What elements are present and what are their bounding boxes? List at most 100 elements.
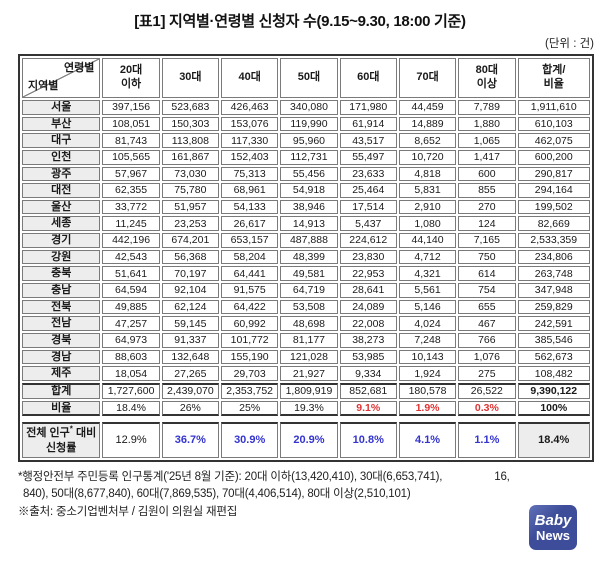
- footnote: *행정안전부 주민등록 인구통계('25년 8월 기준): 20대 이하(13,…: [18, 469, 596, 521]
- value-cell: 47,257: [102, 316, 160, 331]
- value-cell: 4,321: [398, 266, 457, 282]
- value-cell: 28,641: [339, 283, 397, 298]
- value-cell: 4,024: [398, 316, 457, 331]
- total-cell: 26,522: [458, 382, 516, 399]
- corner-cell: 연령별 지역별: [22, 58, 101, 98]
- region-row: 서울 397,156 523,683 426,463 340,080 171,980 44,…: [22, 100, 590, 115]
- value-cell: 105,565: [102, 149, 160, 165]
- value-cell: 17,514: [339, 199, 397, 215]
- value-cell: 55,456: [280, 166, 338, 182]
- total-cell: 852,681: [339, 382, 397, 399]
- ratio-cell: 1.9%: [398, 400, 457, 417]
- footnote-line-2: 840), 50대(8,677,840), 60대(7,869,535), 70…: [23, 488, 411, 501]
- spacer-row: [22, 418, 590, 420]
- value-cell: 61,914: [339, 116, 397, 132]
- region-label: 충북: [22, 266, 101, 282]
- value-cell: 88,603: [102, 349, 160, 365]
- value-cell: 294,164: [517, 183, 590, 198]
- value-cell: 18,054: [102, 366, 160, 381]
- col-header: 합계/ 비율: [517, 58, 590, 98]
- value-cell: 57,967: [102, 166, 160, 182]
- value-cell: 1,911,610: [517, 100, 590, 115]
- value-cell: 49,581: [280, 266, 338, 282]
- value-cell: 73,030: [161, 166, 220, 182]
- value-cell: 754: [458, 283, 516, 298]
- region-label: 경기: [22, 233, 101, 248]
- value-cell: 33,772: [102, 199, 160, 215]
- value-cell: 82,669: [517, 216, 590, 232]
- value-cell: 610,103: [517, 116, 590, 132]
- total-cell: 2,353,752: [221, 382, 279, 399]
- rate-cell: 4.1%: [398, 422, 457, 459]
- region-label: 대전: [22, 183, 101, 198]
- value-cell: 54,133: [221, 199, 279, 215]
- rate-label-line1-suffix: 대비: [75, 427, 97, 440]
- value-cell: 48,399: [280, 249, 338, 265]
- value-cell: 81,177: [280, 332, 338, 348]
- value-cell: 5,437: [339, 216, 397, 232]
- value-cell: 14,913: [280, 216, 338, 232]
- value-cell: 234,806: [517, 249, 590, 265]
- value-cell: 14,889: [398, 116, 457, 132]
- value-cell: 9,334: [339, 366, 397, 381]
- value-cell: 385,546: [517, 332, 590, 348]
- value-cell: 1,880: [458, 116, 516, 132]
- rate-cell: 12.9%: [102, 422, 160, 459]
- total-row: 합계 1,727,600 2,439,070 2,353,752 1,809,919 85…: [22, 382, 590, 399]
- value-cell: 108,051: [102, 116, 160, 132]
- value-cell: 132,648: [161, 349, 220, 365]
- value-cell: 27,265: [161, 366, 220, 381]
- value-cell: 21,927: [280, 366, 338, 381]
- rate-label: 전체 인구* 대비 신청률: [22, 422, 101, 459]
- value-cell: 113,808: [161, 133, 220, 148]
- value-cell: 242,591: [517, 316, 590, 331]
- value-cell: 1,076: [458, 349, 516, 365]
- value-cell: 44,140: [398, 233, 457, 248]
- value-cell: 8,652: [398, 133, 457, 148]
- value-cell: 59,145: [161, 316, 220, 331]
- region-row: 제주 18,054 27,265 29,703 21,927 9,334 1,924 275 1…: [22, 366, 590, 381]
- region-label: 부산: [22, 116, 101, 132]
- rate-label-line1: 전체 인구: [26, 427, 70, 440]
- region-label: 대구: [22, 133, 101, 148]
- corner-region-label: 지역별: [28, 80, 59, 93]
- value-cell: 674,201: [161, 233, 220, 248]
- babynews-logo: Baby News: [529, 505, 577, 550]
- value-cell: 1,924: [398, 366, 457, 381]
- col-header: 20대 이하: [102, 58, 160, 98]
- value-cell: 750: [458, 249, 516, 265]
- value-cell: 7,165: [458, 233, 516, 248]
- value-cell: 766: [458, 332, 516, 348]
- value-cell: 1,080: [398, 216, 457, 232]
- col-header: 80대 이상: [458, 58, 516, 98]
- total-cell: 9,390,122: [517, 382, 590, 399]
- value-cell: 43,517: [339, 133, 397, 148]
- value-cell: 855: [458, 183, 516, 198]
- value-cell: 1,065: [458, 133, 516, 148]
- region-label: 경남: [22, 349, 101, 365]
- value-cell: 10,720: [398, 149, 457, 165]
- value-cell: 38,946: [280, 199, 338, 215]
- region-label: 울산: [22, 199, 101, 215]
- value-cell: 117,330: [221, 133, 279, 148]
- applicants-table: 연령별 지역별 20대 이하 30대 40대 50대 60대 70대 80대 이상 합계/ 비율 …: [18, 54, 594, 463]
- value-cell: 10,143: [398, 349, 457, 365]
- ratio-row: 비율 18.4% 26% 25% 19.3% 9.1% 1.9% 0.3% 100%: [22, 400, 590, 417]
- value-cell: 426,463: [221, 100, 279, 115]
- value-cell: 161,867: [161, 149, 220, 165]
- value-cell: 25,464: [339, 183, 397, 198]
- logo-text-news: News: [536, 528, 570, 543]
- region-row: 광주 57,967 73,030 75,313 55,456 23,633 4,818 600…: [22, 166, 590, 182]
- ratio-cell: 26%: [161, 400, 220, 417]
- table-header: 연령별 지역별 20대 이하 30대 40대 50대 60대 70대 80대 이상 합계/ 비율: [22, 58, 590, 98]
- value-cell: 112,731: [280, 149, 338, 165]
- value-cell: 290,817: [517, 166, 590, 182]
- ratio-cell: 9.1%: [339, 400, 397, 417]
- value-cell: 53,985: [339, 349, 397, 365]
- value-cell: 44,459: [398, 100, 457, 115]
- region-label: 전남: [22, 316, 101, 331]
- region-label: 경북: [22, 332, 101, 348]
- value-cell: 275: [458, 366, 516, 381]
- value-cell: 53,508: [280, 299, 338, 315]
- value-cell: 64,719: [280, 283, 338, 298]
